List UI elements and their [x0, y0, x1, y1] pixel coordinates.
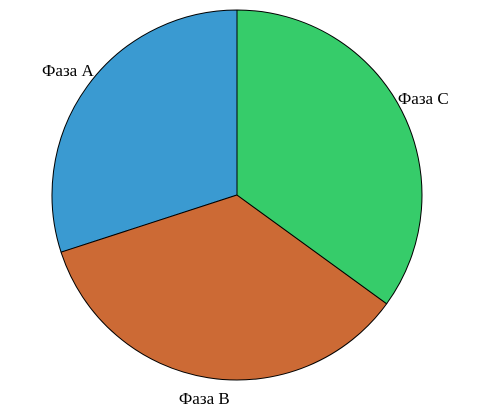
- pie-slice: [60, 194, 388, 381]
- slice-label: Фаза A: [42, 61, 94, 80]
- slice-label: Фаза C: [398, 89, 449, 108]
- pie-slice: [236, 9, 423, 305]
- slice-label: Фаза B: [179, 389, 230, 408]
- pie-slice: [51, 9, 238, 253]
